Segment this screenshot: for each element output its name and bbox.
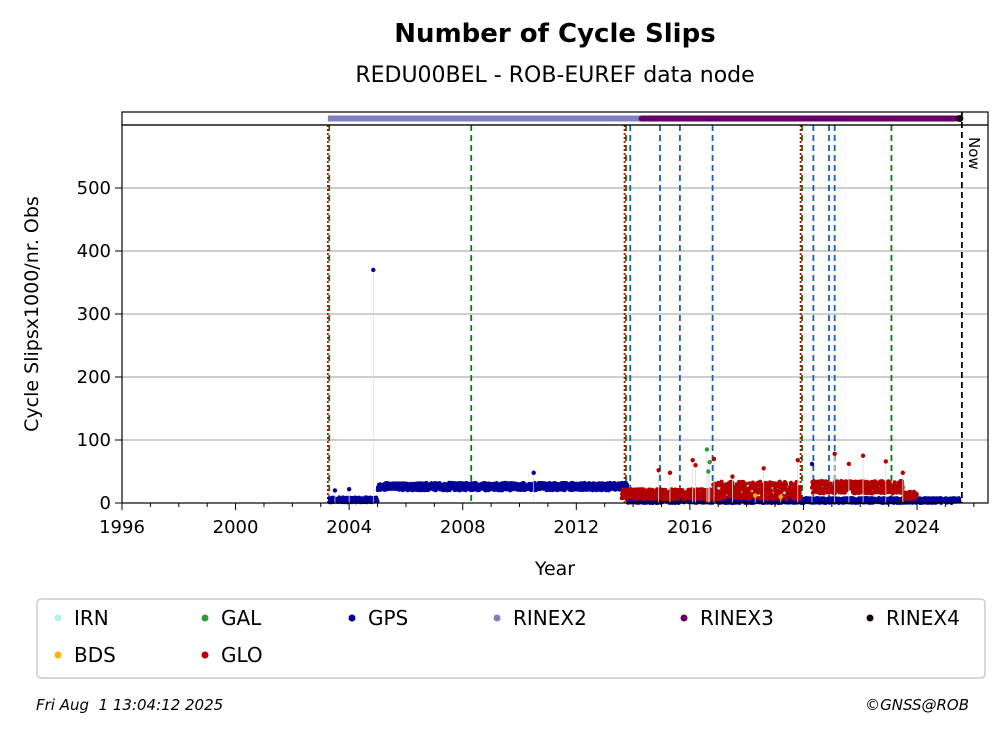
- legend-marker: [201, 651, 209, 659]
- y-tick-label: 500: [77, 178, 111, 199]
- legend: IRN GAL GPS RINEX2 RINEX3 RINEX4 BDS GLO: [54, 606, 960, 667]
- point-glo: [656, 468, 661, 473]
- point-glo: [693, 463, 698, 468]
- chart-title: Number of Cycle Slips: [394, 19, 715, 49]
- point-glo: [795, 457, 800, 463]
- x-axis-ticks: 1996 2000 2004 2008 2012 2016 2020 2024: [99, 503, 975, 538]
- rinex-bars: [327, 115, 964, 122]
- point-glo: [815, 488, 819, 493]
- x-tick-label: 2012: [553, 517, 599, 538]
- legend-label: GLO: [221, 643, 263, 667]
- y-tick-label: 400: [77, 241, 111, 262]
- chart-subtitle: REDU00BEL - ROB-EUREF data node: [355, 63, 754, 88]
- x-tick-label: 1996: [99, 517, 145, 538]
- point-glo: [883, 459, 888, 464]
- x-tick-label: 2016: [667, 517, 713, 538]
- point-glo: [784, 497, 789, 502]
- point-glo: [811, 490, 816, 495]
- point-glo: [667, 470, 673, 475]
- point-glo: [730, 474, 735, 479]
- x-tick-label: 2004: [326, 517, 372, 538]
- point-gps: [375, 499, 380, 504]
- point-glo: [892, 480, 897, 485]
- point-glo: [900, 481, 905, 486]
- point-glo: [900, 470, 906, 475]
- point-glo: [763, 494, 768, 499]
- x-axis-label: Year: [534, 558, 575, 580]
- y-tick-label: 0: [100, 493, 111, 514]
- rinex-bar-end: [956, 115, 964, 122]
- point-glo: [690, 457, 695, 463]
- x-tick-label: 2000: [213, 517, 259, 538]
- y-tick-label: 300: [77, 304, 111, 325]
- footer-credit: ©GNSS@ROB: [865, 696, 969, 714]
- point-glo: [844, 488, 849, 493]
- y-axis-ticks: 0 100 200 300 400 500: [77, 178, 122, 514]
- point-glo: [641, 487, 646, 492]
- legend-label: GAL: [221, 606, 262, 630]
- point-gps: [371, 267, 376, 273]
- legend-marker: [680, 614, 688, 622]
- legend-marker: [201, 614, 209, 622]
- point-gps: [346, 486, 352, 492]
- point-glo: [797, 490, 802, 494]
- point-glo: [761, 466, 766, 471]
- point-glo: [743, 481, 748, 486]
- point-glo: [914, 492, 919, 497]
- y-tick-label: 200: [77, 367, 111, 388]
- point-gps: [809, 461, 815, 467]
- point-glo: [865, 479, 870, 484]
- point-glo: [723, 495, 728, 500]
- x-tick-label: 2020: [781, 517, 827, 538]
- point-glo: [846, 461, 852, 467]
- x-tick-label: 2024: [894, 517, 940, 538]
- now-label: Now: [965, 137, 983, 170]
- point-glo: [784, 482, 789, 487]
- point-glo: [765, 497, 770, 502]
- legend-marker: [348, 614, 356, 622]
- point-glo: [798, 494, 803, 499]
- point-glo: [832, 451, 837, 457]
- y-axis-label: Cycle Slipsx1000/nr. Obs: [21, 196, 43, 432]
- legend-label: RINEX4: [886, 606, 960, 630]
- event-lines: [326, 112, 963, 503]
- rinex-bar-end: [638, 115, 645, 122]
- point-gps: [332, 488, 338, 493]
- point-glo: [779, 489, 784, 494]
- legend-label: IRN: [74, 606, 109, 630]
- legend-label: RINEX2: [513, 606, 587, 630]
- legend-box: [36, 598, 986, 679]
- legend-marker: [54, 614, 62, 622]
- point-gps: [625, 483, 630, 488]
- point-glo: [769, 488, 774, 493]
- legend-marker: [54, 651, 62, 659]
- point-gal: [707, 459, 712, 465]
- y-tick-label: 100: [77, 430, 111, 451]
- point-bds: [752, 493, 758, 498]
- point-gps: [531, 470, 536, 475]
- point-glo: [767, 486, 772, 490]
- point-glo: [798, 485, 803, 490]
- point-glo: [711, 456, 717, 462]
- footer-timestamp: Fri Aug 1 13:04:12 2025: [36, 696, 223, 714]
- data-points: [327, 267, 962, 505]
- legend-label: RINEX3: [700, 606, 774, 630]
- point-glo: [860, 453, 866, 458]
- legend-marker: [866, 614, 874, 622]
- point-bds: [778, 494, 783, 499]
- x-tick-label: 2008: [440, 517, 486, 538]
- grid-lines: [122, 187, 988, 441]
- legend-marker: [493, 614, 501, 622]
- legend-label: GPS: [368, 606, 408, 630]
- legend-label: BDS: [74, 643, 116, 667]
- point-gal: [706, 469, 711, 474]
- point-glo: [839, 490, 844, 495]
- point-gal: [704, 447, 710, 452]
